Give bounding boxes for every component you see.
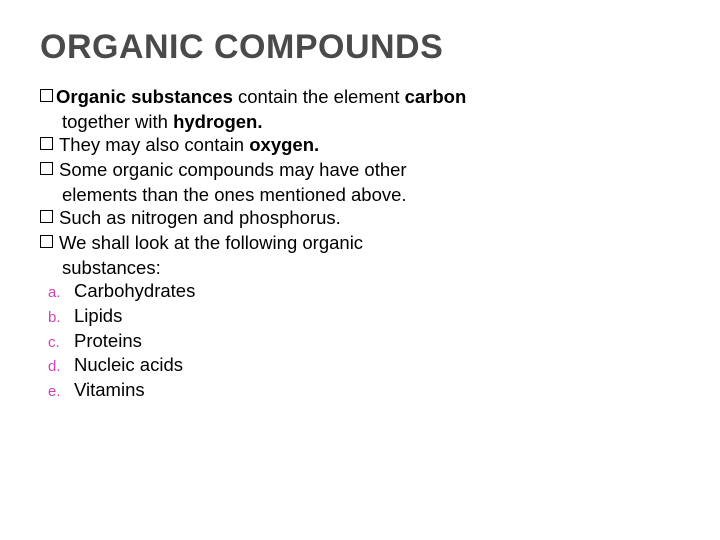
text-span: together with — [62, 111, 173, 132]
bullet-continuation: substances: — [40, 256, 680, 280]
bullet-text: Some organic compounds may have other — [59, 158, 680, 182]
checkbox-icon — [40, 235, 53, 248]
checkbox-icon — [40, 137, 53, 150]
bullet-text: Such as nitrogen and phosphorus. — [59, 206, 680, 230]
text-bold: substances — [131, 86, 233, 107]
sublist-item: c. Proteins — [40, 329, 680, 353]
bullet-text: We shall look at the following organic — [59, 231, 680, 255]
sublist-marker: c. — [40, 333, 74, 352]
bullet-text: Organic substances contain the element c… — [56, 85, 680, 109]
bullet-item: Organic substances contain the element c… — [40, 85, 680, 109]
checkbox-icon — [40, 89, 53, 102]
sublist-label: Carbohydrates — [74, 279, 195, 303]
sublist-marker: e. — [40, 382, 74, 401]
bullet-item: Such as nitrogen and phosphorus. — [40, 206, 680, 230]
sublist-item: e. Vitamins — [40, 378, 680, 402]
sublist-label: Vitamins — [74, 378, 145, 402]
sublist-marker: a. — [40, 283, 74, 302]
text-bold: carbon — [405, 86, 467, 107]
sublist-item: a. Carbohydrates — [40, 279, 680, 303]
sublist-label: Proteins — [74, 329, 142, 353]
sublist-item: d. Nucleic acids — [40, 353, 680, 377]
sublist-item: b. Lipids — [40, 304, 680, 328]
text-span: contain the element — [233, 86, 405, 107]
text-bold: hydrogen. — [173, 111, 262, 132]
bullet-list: Organic substances contain the element c… — [40, 85, 680, 402]
slide: ORGANIC COMPOUNDS Organic substances con… — [0, 0, 720, 540]
checkbox-icon — [40, 210, 53, 223]
slide-title: ORGANIC COMPOUNDS — [40, 28, 680, 67]
sublist-label: Nucleic acids — [74, 353, 183, 377]
text-bold: Organic — [56, 86, 131, 107]
bullet-item: They may also contain oxygen. — [40, 133, 680, 157]
sublist-label: Lipids — [74, 304, 122, 328]
checkbox-icon — [40, 162, 53, 175]
sublist-marker: b. — [40, 308, 74, 327]
bullet-continuation: together with hydrogen. — [40, 110, 680, 134]
bullet-text: They may also contain oxygen. — [59, 133, 680, 157]
bullet-continuation: elements than the ones mentioned above. — [40, 183, 680, 207]
bullet-item: Some organic compounds may have other — [40, 158, 680, 182]
text-span: They may also contain — [59, 134, 249, 155]
bullet-item: We shall look at the following organic — [40, 231, 680, 255]
text-bold: oxygen. — [249, 134, 319, 155]
sublist-marker: d. — [40, 357, 74, 376]
